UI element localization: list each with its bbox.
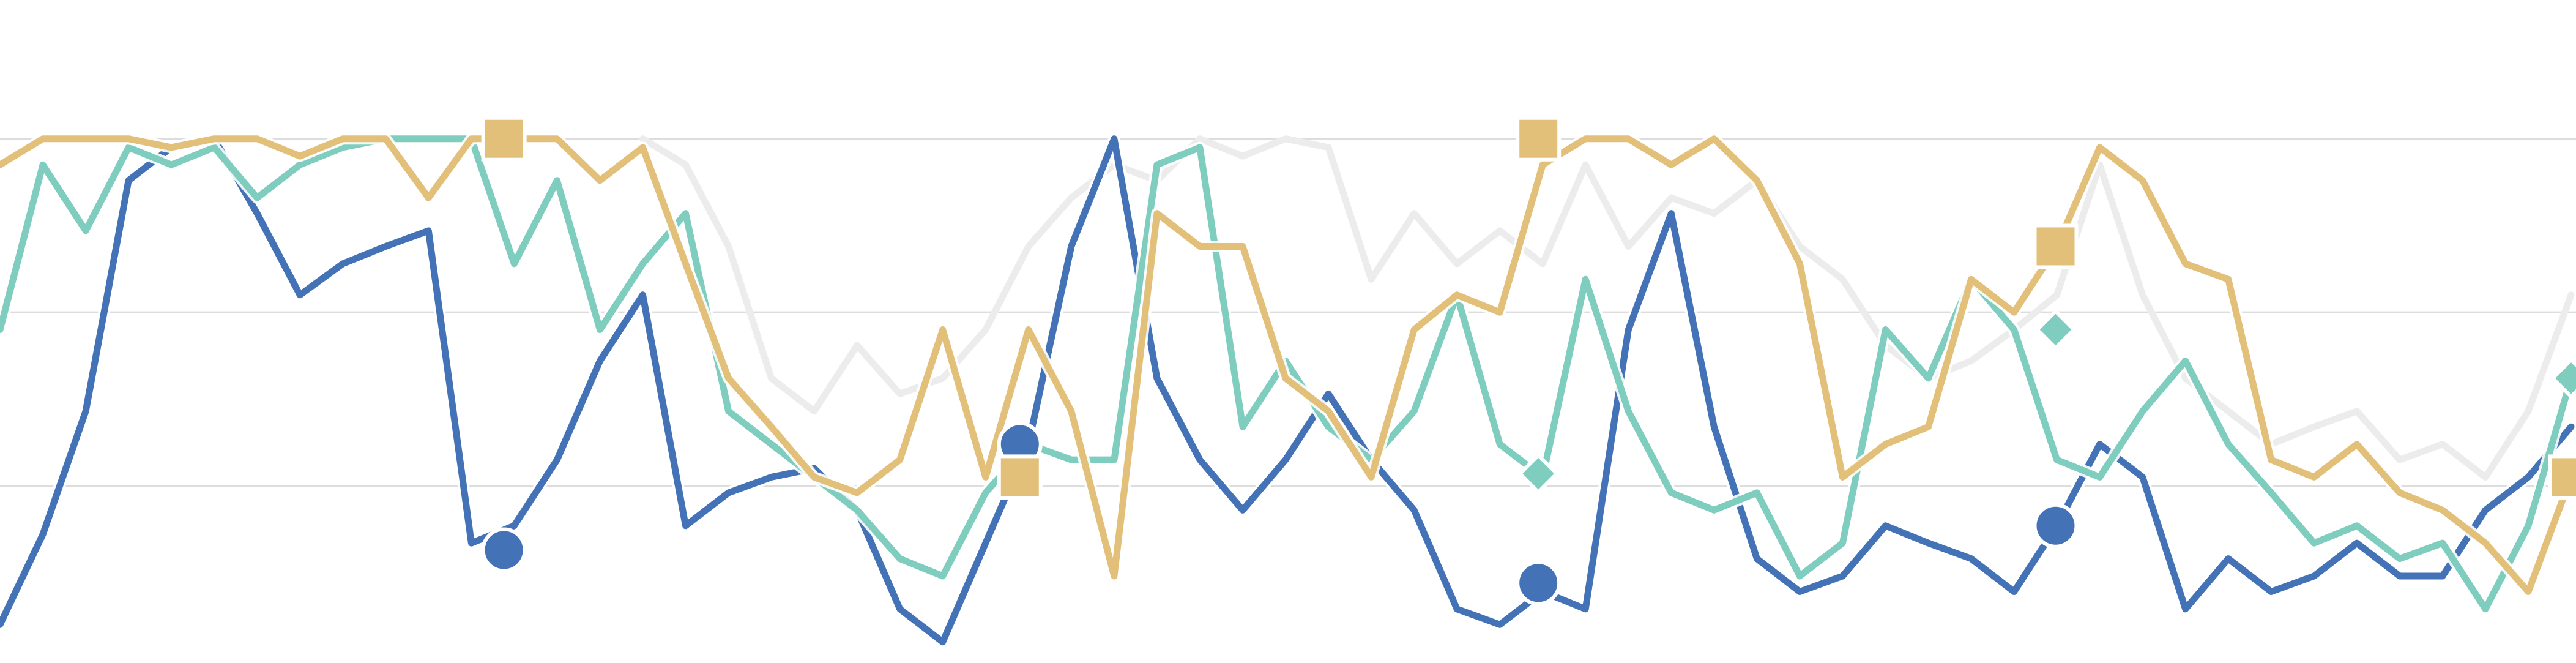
diamond-marker <box>2550 357 2576 400</box>
line-halo <box>0 133 2576 648</box>
circle-marker <box>2033 503 2079 549</box>
square-marker <box>2033 223 2079 269</box>
square-marker <box>2548 454 2576 500</box>
series-line <box>0 135 2575 646</box>
circle-marker <box>481 527 527 573</box>
series-line <box>639 135 2575 481</box>
square-marker <box>997 454 1043 500</box>
circle-marker <box>1516 560 1562 606</box>
diamond-marker <box>1517 452 1560 495</box>
square-marker <box>1516 116 1562 162</box>
series-line <box>0 135 2575 595</box>
diamond-marker <box>2034 309 2077 351</box>
square-marker <box>481 116 527 162</box>
